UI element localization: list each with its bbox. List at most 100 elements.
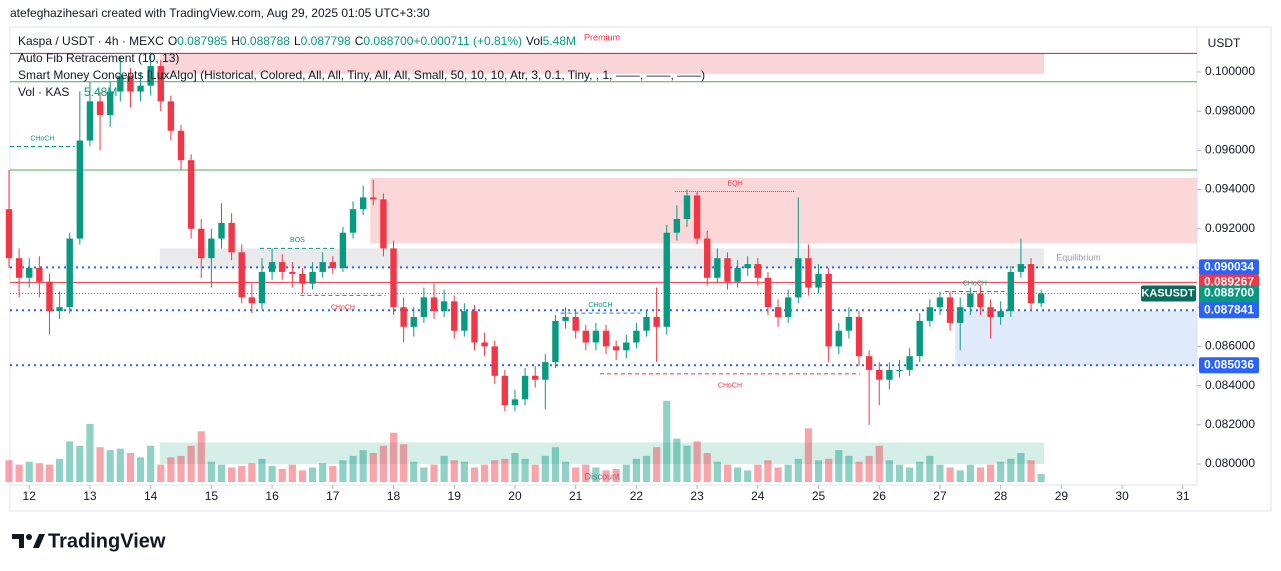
volume-bar (622, 464, 630, 482)
volume-bar (35, 463, 43, 482)
volume-bar (319, 463, 327, 482)
y-tick-label: 0.084000 (1205, 378, 1255, 392)
volume-bar (55, 458, 64, 482)
candle-body (643, 316, 650, 331)
candle-body (562, 316, 569, 321)
candle-body (46, 281, 53, 312)
volume-bar (389, 432, 398, 482)
candle-body (370, 197, 377, 200)
candle-body (309, 271, 316, 284)
currency[interactable]: USDT (1208, 36, 1241, 50)
candle-body (805, 258, 812, 288)
x-tick-label: 13 (83, 489, 97, 503)
y-tick-label: 0.080000 (1205, 456, 1255, 470)
candle-body (167, 101, 175, 131)
volume-bar (683, 445, 691, 482)
volume-bar (794, 458, 802, 482)
x-tick-label: 12 (23, 489, 37, 503)
candle-body (96, 101, 104, 116)
candle-body (744, 264, 751, 268)
candle-body (572, 316, 579, 331)
volume-bar (804, 428, 813, 482)
zone-label: Discount (584, 471, 620, 481)
structure-label: CHoCH (963, 280, 987, 287)
volume-bar (713, 461, 721, 482)
candle-body (876, 369, 883, 380)
volume-bar (784, 464, 792, 482)
candle-body (1007, 271, 1015, 312)
candle-body (329, 262, 337, 268)
legend-key: H (231, 34, 240, 48)
volume-bar (936, 464, 944, 482)
candle-body (693, 195, 701, 239)
volume-bar (379, 445, 388, 482)
volume-bar (926, 455, 934, 482)
candle-body (1027, 264, 1035, 304)
x-tick-label: 29 (1055, 489, 1069, 503)
zone (955, 311, 1197, 367)
candle-body (15, 258, 23, 278)
volume-bar (86, 424, 94, 482)
volume-bar (723, 464, 732, 482)
indicator-smc[interactable]: Smart Money Concepts [LuxAlgo] (Historic… (18, 68, 705, 82)
candle-body (187, 160, 195, 229)
legend-key: Vol (526, 34, 543, 48)
structure-label: CHoCH (718, 383, 742, 390)
volume-bar (774, 467, 782, 482)
indicator-fib[interactable]: Auto Fib Retracement (10, 13) (18, 51, 179, 65)
candle-body (552, 320, 559, 363)
volume-bar (420, 467, 428, 482)
candle-body (1037, 293, 1045, 304)
candle-body (56, 307, 63, 312)
candle-body (157, 66, 164, 102)
price-badge (1199, 357, 1259, 374)
x-tick-label: 25 (812, 489, 826, 503)
candle-body (268, 262, 276, 272)
candle-body (258, 271, 266, 304)
volume-bar (5, 460, 13, 482)
candle-body (5, 209, 13, 259)
volume-bar (825, 458, 833, 482)
volume-bar (561, 461, 570, 482)
volume-bar (440, 455, 448, 482)
y-tick-label: 0.094000 (1205, 182, 1255, 196)
candle-body (977, 293, 984, 308)
candle-body (673, 218, 681, 233)
x-tick-label: 28 (994, 489, 1008, 503)
volume-bar (96, 447, 104, 482)
volume-bar (410, 461, 418, 482)
candle-body (471, 311, 478, 343)
y-tick-label: 0.082000 (1205, 417, 1255, 431)
y-tick-label: 0.086000 (1205, 339, 1255, 353)
volume-legend[interactable]: Vol · KAS (18, 85, 69, 99)
candle-body (592, 330, 600, 343)
candle-body (228, 222, 235, 253)
volume-bar (673, 438, 681, 482)
candle-body (501, 375, 509, 406)
candle-body (451, 301, 458, 331)
candle-body (461, 311, 468, 331)
x-tick-label: 21 (569, 489, 583, 503)
candle-body (117, 75, 124, 92)
chart-marks: Premium Equilibrium Discount CHoCH BOS CHoCH C… (5, 33, 1198, 482)
volume-bar (572, 467, 580, 482)
candle-body (66, 238, 73, 308)
candle-body (855, 316, 863, 357)
candle-body (936, 297, 944, 308)
candle-body (147, 66, 154, 86)
volume-bar (248, 463, 256, 482)
x-tick-label: 17 (326, 489, 340, 503)
symbol-legend: Kaspa / USDT · 4h · MEXC O0.087985 H0.0887… (18, 34, 576, 48)
volume-bar (997, 461, 1005, 482)
x-tick-label: 19 (448, 489, 462, 503)
price-badge-label: 0.085036 (1204, 357, 1254, 371)
volume-bar (15, 464, 23, 482)
candle-body (177, 130, 185, 161)
price-badge (1199, 259, 1259, 276)
volume-bar (511, 453, 519, 482)
candle-body (906, 356, 913, 370)
author-line: atefeghazihesari created with TradingVie… (10, 6, 430, 20)
candle-body (653, 316, 660, 327)
volume-bar (986, 464, 995, 482)
volume-bar (136, 457, 145, 482)
